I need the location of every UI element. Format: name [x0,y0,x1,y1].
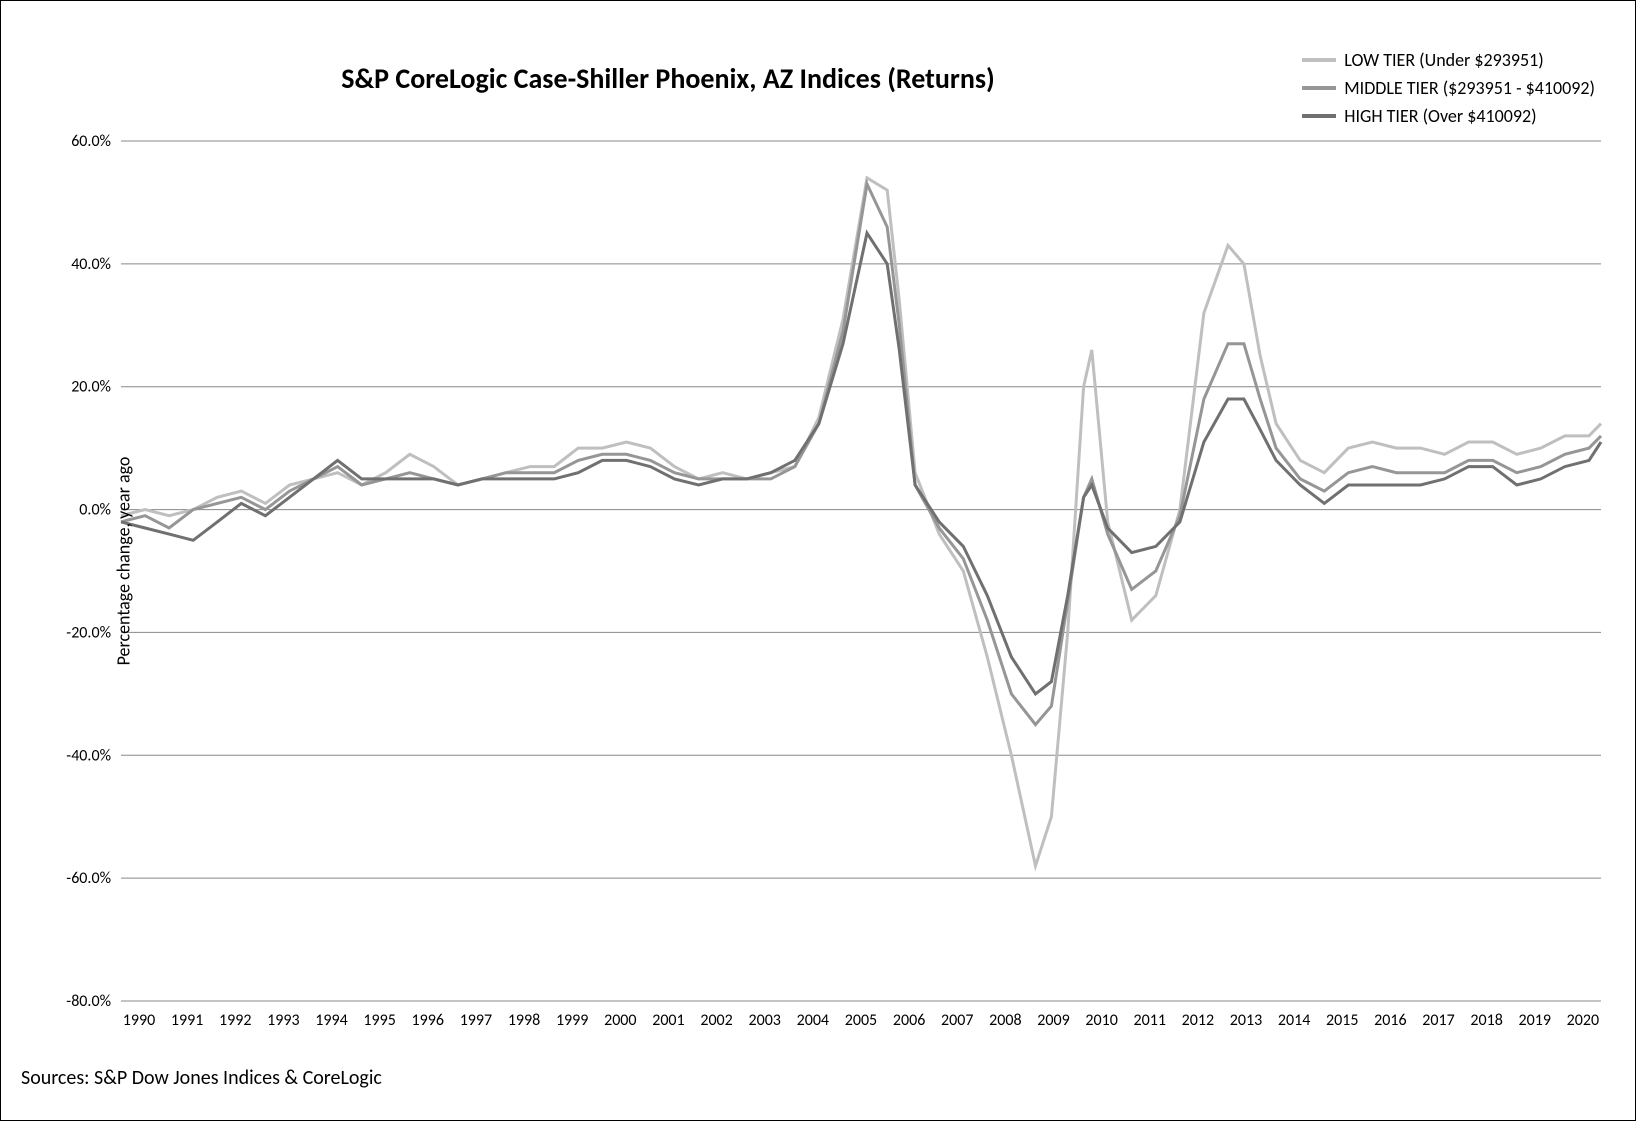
svg-text:0.0%: 0.0% [79,501,111,520]
legend-label: HIGH TIER (Over $410092) [1344,105,1536,127]
svg-text:2004: 2004 [797,1011,829,1030]
svg-text:-40.0%: -40.0% [66,746,111,765]
svg-text:2016: 2016 [1374,1011,1406,1030]
svg-text:1998: 1998 [508,1011,540,1030]
svg-text:1990: 1990 [123,1011,155,1030]
svg-text:2010: 2010 [1085,1011,1117,1030]
svg-text:20.0%: 20.0% [71,378,111,397]
legend-label: MIDDLE TIER ($293951 - $410092) [1344,77,1595,99]
series-line [121,178,1601,866]
svg-text:1996: 1996 [412,1011,444,1030]
legend-swatch [1302,114,1336,118]
svg-text:2003: 2003 [748,1011,780,1030]
y-axis-label: Percentage change, year ago [112,456,134,665]
svg-text:40.0%: 40.0% [71,255,111,274]
legend-swatch [1302,86,1336,90]
svg-text:-60.0%: -60.0% [66,869,111,888]
svg-text:2012: 2012 [1182,1011,1214,1030]
svg-text:2005: 2005 [845,1011,877,1030]
svg-text:2018: 2018 [1470,1011,1502,1030]
svg-text:1997: 1997 [460,1011,492,1030]
svg-text:-20.0%: -20.0% [66,623,111,642]
legend-item: LOW TIER (Under $293951) [1302,49,1595,71]
svg-text:2006: 2006 [893,1011,925,1030]
svg-text:2015: 2015 [1326,1011,1358,1030]
series-line [121,233,1601,694]
svg-text:1992: 1992 [219,1011,251,1030]
svg-text:2017: 2017 [1422,1011,1454,1030]
svg-text:2014: 2014 [1278,1011,1310,1030]
source-note: Sources: S&P Dow Jones Indices & CoreLog… [21,1066,382,1090]
svg-text:2013: 2013 [1230,1011,1262,1030]
svg-text:2007: 2007 [941,1011,973,1030]
legend-item: MIDDLE TIER ($293951 - $410092) [1302,77,1595,99]
chart-svg: -80.0% -60.0% -40.0% -20.0% 0.0% 20.0% 40.0% 60… [1,1,1636,1122]
svg-text:2008: 2008 [989,1011,1021,1030]
legend-swatch [1302,58,1336,62]
svg-text:1991: 1991 [171,1011,203,1030]
svg-text:2001: 2001 [652,1011,684,1030]
svg-text:2020: 2020 [1567,1011,1599,1030]
svg-text:2000: 2000 [604,1011,636,1030]
svg-text:1993: 1993 [267,1011,299,1030]
svg-text:-80.0%: -80.0% [66,992,111,1011]
legend: LOW TIER (Under $293951) MIDDLE TIER ($29… [1302,49,1595,133]
chart-container: S&P CoreLogic Case-Shiller Phoenix, AZ I… [0,0,1636,1121]
svg-text:2019: 2019 [1519,1011,1551,1030]
legend-label: LOW TIER (Under $293951) [1344,49,1543,71]
svg-text:2002: 2002 [700,1011,732,1030]
svg-text:1999: 1999 [556,1011,588,1030]
svg-text:2011: 2011 [1134,1011,1166,1030]
svg-text:2009: 2009 [1037,1011,1069,1030]
legend-item: HIGH TIER (Over $410092) [1302,105,1595,127]
svg-text:1995: 1995 [363,1011,395,1030]
svg-text:60.0%: 60.0% [71,132,111,151]
svg-text:1994: 1994 [315,1011,347,1030]
chart-title: S&P CoreLogic Case-Shiller Phoenix, AZ I… [1,61,1335,96]
